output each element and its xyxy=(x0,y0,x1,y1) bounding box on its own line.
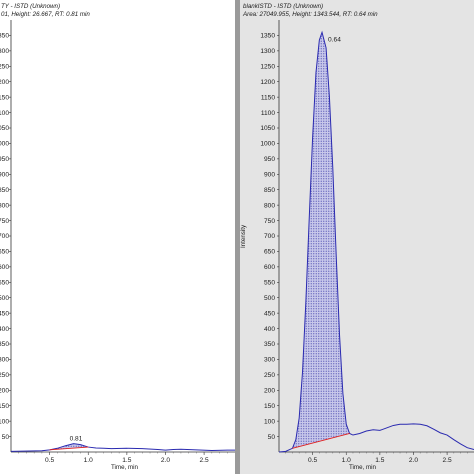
right-x-tick-label: 2.5 xyxy=(443,457,452,464)
right-y-tick-label: 900 xyxy=(264,171,275,178)
right-y-tick-label: 1250 xyxy=(260,63,275,70)
left-y-tick-label: 200 xyxy=(0,387,9,394)
left-integration-baseline xyxy=(49,446,89,451)
right-peak-label: 0.64 xyxy=(328,36,341,43)
right-y-tick-label: 1150 xyxy=(261,94,276,101)
right-y-tick-label: 400 xyxy=(264,326,275,333)
left-x-tick-label: 1.0 xyxy=(84,457,93,464)
right-y-tick-label: 700 xyxy=(264,233,275,240)
left-y-tick-label: 1250 xyxy=(0,63,9,70)
left-y-tick-label: 900 xyxy=(0,171,9,178)
left-y-tick-label: 500 xyxy=(0,295,9,302)
right-y-tick-label: 950 xyxy=(264,156,275,163)
left-y-tick-label: 1000 xyxy=(0,141,9,148)
left-y-tick-label: 250 xyxy=(0,372,9,379)
right-y-tick-label: 100 xyxy=(264,418,275,425)
left-x-tick-label: 2.0 xyxy=(161,457,170,464)
left-y-tick-label: 550 xyxy=(0,279,9,286)
right-x-tick-label: 1.0 xyxy=(342,457,351,464)
right-y-tick-label: 150 xyxy=(264,403,275,410)
left-y-tick-label: 1300 xyxy=(0,48,9,55)
right-x-tick-label: 0.5 xyxy=(308,457,317,464)
left-y-tick-label: 700 xyxy=(0,233,9,240)
left-y-tick-label: 450 xyxy=(0,310,9,317)
left-y-tick-label: 300 xyxy=(0,357,9,364)
left-y-tick-label: 1050 xyxy=(0,125,9,132)
left-y-tick-label: 800 xyxy=(0,202,9,209)
right-integration-baseline xyxy=(292,433,350,449)
right-panel-bg xyxy=(240,0,474,474)
panel-divider xyxy=(235,0,240,474)
left-header-stats: 01, Height: 26.667, RT: 0.81 min xyxy=(1,11,90,18)
right-y-tick-label: 750 xyxy=(264,218,275,225)
right-y-tick-label: 1000 xyxy=(260,141,275,148)
right-y-tick-label: 500 xyxy=(264,295,275,302)
left-y-tick-label: 150 xyxy=(0,403,9,410)
right-y-tick-label: 450 xyxy=(264,310,275,317)
left-x-axis-title: Time, min xyxy=(111,464,138,471)
right-y-tick-label: 200 xyxy=(264,387,275,394)
right-y-tick-label: 250 xyxy=(264,372,275,379)
right-y-tick-label: 1200 xyxy=(260,79,275,86)
right-header-stats: Area: 27049.955, Height: 1343.544, RT: 0… xyxy=(242,11,378,18)
right-y-tick-label: 800 xyxy=(264,202,275,209)
right-x-tick-label: 2.0 xyxy=(409,457,418,464)
left-plot: 50 100 150 200 250 300 350 400 450 500 550 600 650 70… xyxy=(0,20,235,464)
right-y-tick-label: 350 xyxy=(264,341,275,348)
left-y-tick-label: 600 xyxy=(0,264,9,271)
right-y-axis-title: Intensity xyxy=(240,224,247,248)
right-y-tick-label: 300 xyxy=(264,357,275,364)
left-peak-area xyxy=(49,443,89,450)
right-x-tick-label: 1.5 xyxy=(375,457,384,464)
left-header-title: TY - ISTD (Unknown) xyxy=(1,3,60,10)
left-y-tick-label: 350 xyxy=(0,341,9,348)
left-x-tick-label: 2.5 xyxy=(200,457,209,464)
left-panel-bg xyxy=(0,0,235,474)
left-y-tick-label: 1200 xyxy=(0,79,9,86)
left-y-tick-label: 1100 xyxy=(0,110,9,117)
left-y-tick-label: 1150 xyxy=(0,94,9,101)
right-y-tick-label: 1050 xyxy=(260,125,275,132)
left-x-tick-label: 0.5 xyxy=(45,457,54,464)
right-y-tick-label: 650 xyxy=(264,249,275,256)
right-y-tick-label: 50 xyxy=(268,434,276,441)
right-y-tick-label: 1100 xyxy=(261,110,276,117)
left-y-tick-label: 1350 xyxy=(0,33,9,40)
left-y-tick-label: 850 xyxy=(0,187,9,194)
right-plot: 50 100 150 200 250 300 350 400 450 500 550 600 650 70… xyxy=(260,20,474,464)
left-y-tick-label: 400 xyxy=(0,326,9,333)
left-y-tick-label: 650 xyxy=(0,249,9,256)
left-x-tick-label: 1.5 xyxy=(122,457,131,464)
right-x-axis-title: Time, min xyxy=(349,464,376,471)
right-y-tick-label: 850 xyxy=(264,187,275,194)
left-y-tick-label: 950 xyxy=(0,156,9,163)
left-y-tick-label: 750 xyxy=(0,218,9,225)
left-y-tick-label: 100 xyxy=(0,418,9,425)
right-y-tick-label: 1300 xyxy=(260,48,275,55)
left-peak-label: 0.81 xyxy=(70,436,83,443)
right-y-tick-label: 1350 xyxy=(260,33,275,40)
right-y-tick-label: 550 xyxy=(264,279,275,286)
right-y-tick-label: 600 xyxy=(264,264,275,271)
right-header-title: blankISTD - ISTD (Unknown) xyxy=(243,3,323,10)
left-y-tick-label: 50 xyxy=(2,434,10,441)
left-trace-line xyxy=(10,443,235,452)
right-peak-area xyxy=(292,32,350,449)
